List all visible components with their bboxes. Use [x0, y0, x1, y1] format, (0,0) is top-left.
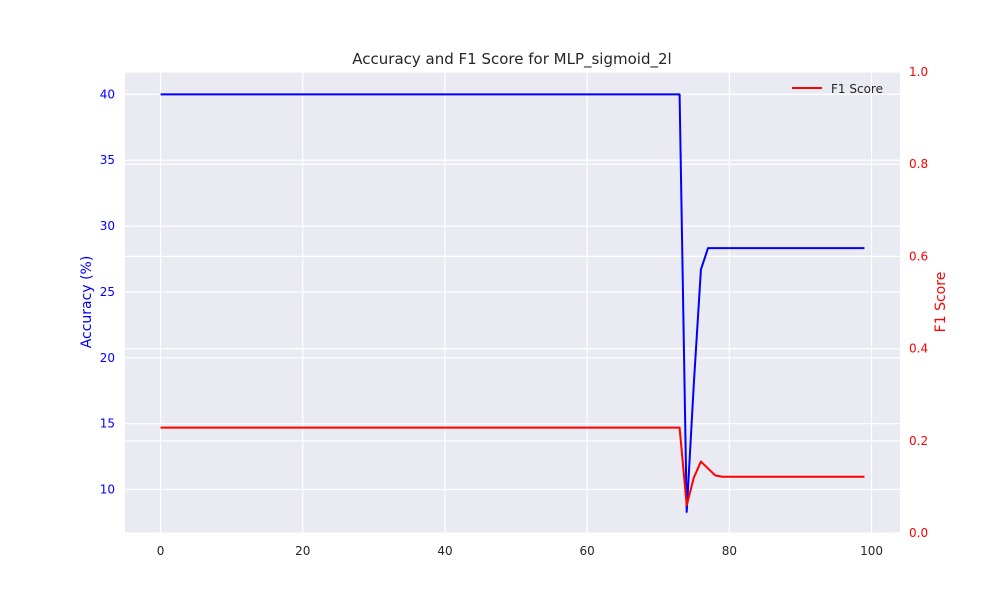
f1-score-line — [160, 426, 865, 507]
x-tick-labels: 0 20 40 60 80 100 — [157, 544, 883, 558]
x-tick-label: 80 — [722, 544, 737, 558]
y-tick-label: 40 — [100, 87, 115, 101]
legend: F1 Score — [792, 82, 883, 96]
legend-label-f1: F1 Score — [831, 82, 883, 96]
y2-tick-label: 0.2 — [909, 434, 928, 448]
y-tick-label: 35 — [100, 153, 115, 167]
y2-tick-labels: 0.0 0.2 0.4 0.6 0.8 1.0 — [909, 65, 928, 540]
plot-area-background — [125, 72, 900, 533]
x-tick-label: 100 — [860, 544, 883, 558]
y2-tick-label: 0.4 — [909, 342, 928, 356]
x-tick-label: 20 — [295, 544, 310, 558]
x-tick-label: 0 — [157, 544, 165, 558]
y-tick-labels: 10 15 20 25 30 35 40 — [100, 87, 115, 496]
y2-tick-label: 0.0 — [909, 526, 928, 540]
series-layer — [160, 93, 865, 513]
chart-title: Accuracy and F1 Score for MLP_sigmoid_2l — [352, 50, 671, 69]
y2-axis-label: F1 Score — [933, 272, 949, 333]
y-tick-label: 20 — [100, 351, 115, 365]
x-tick-label: 60 — [580, 544, 595, 558]
y-tick-label: 10 — [100, 483, 115, 497]
accuracy-line — [160, 93, 865, 513]
y-axis-label: Accuracy (%) — [79, 256, 95, 349]
y2-tick-label: 1.0 — [909, 65, 928, 79]
y2-tick-label: 0.8 — [909, 157, 928, 171]
y2-tick-label: 0.6 — [909, 249, 928, 263]
x-tick-label: 40 — [437, 544, 452, 558]
y-tick-label: 30 — [100, 219, 115, 233]
y-tick-label: 25 — [100, 285, 115, 299]
y-tick-label: 15 — [100, 417, 115, 431]
